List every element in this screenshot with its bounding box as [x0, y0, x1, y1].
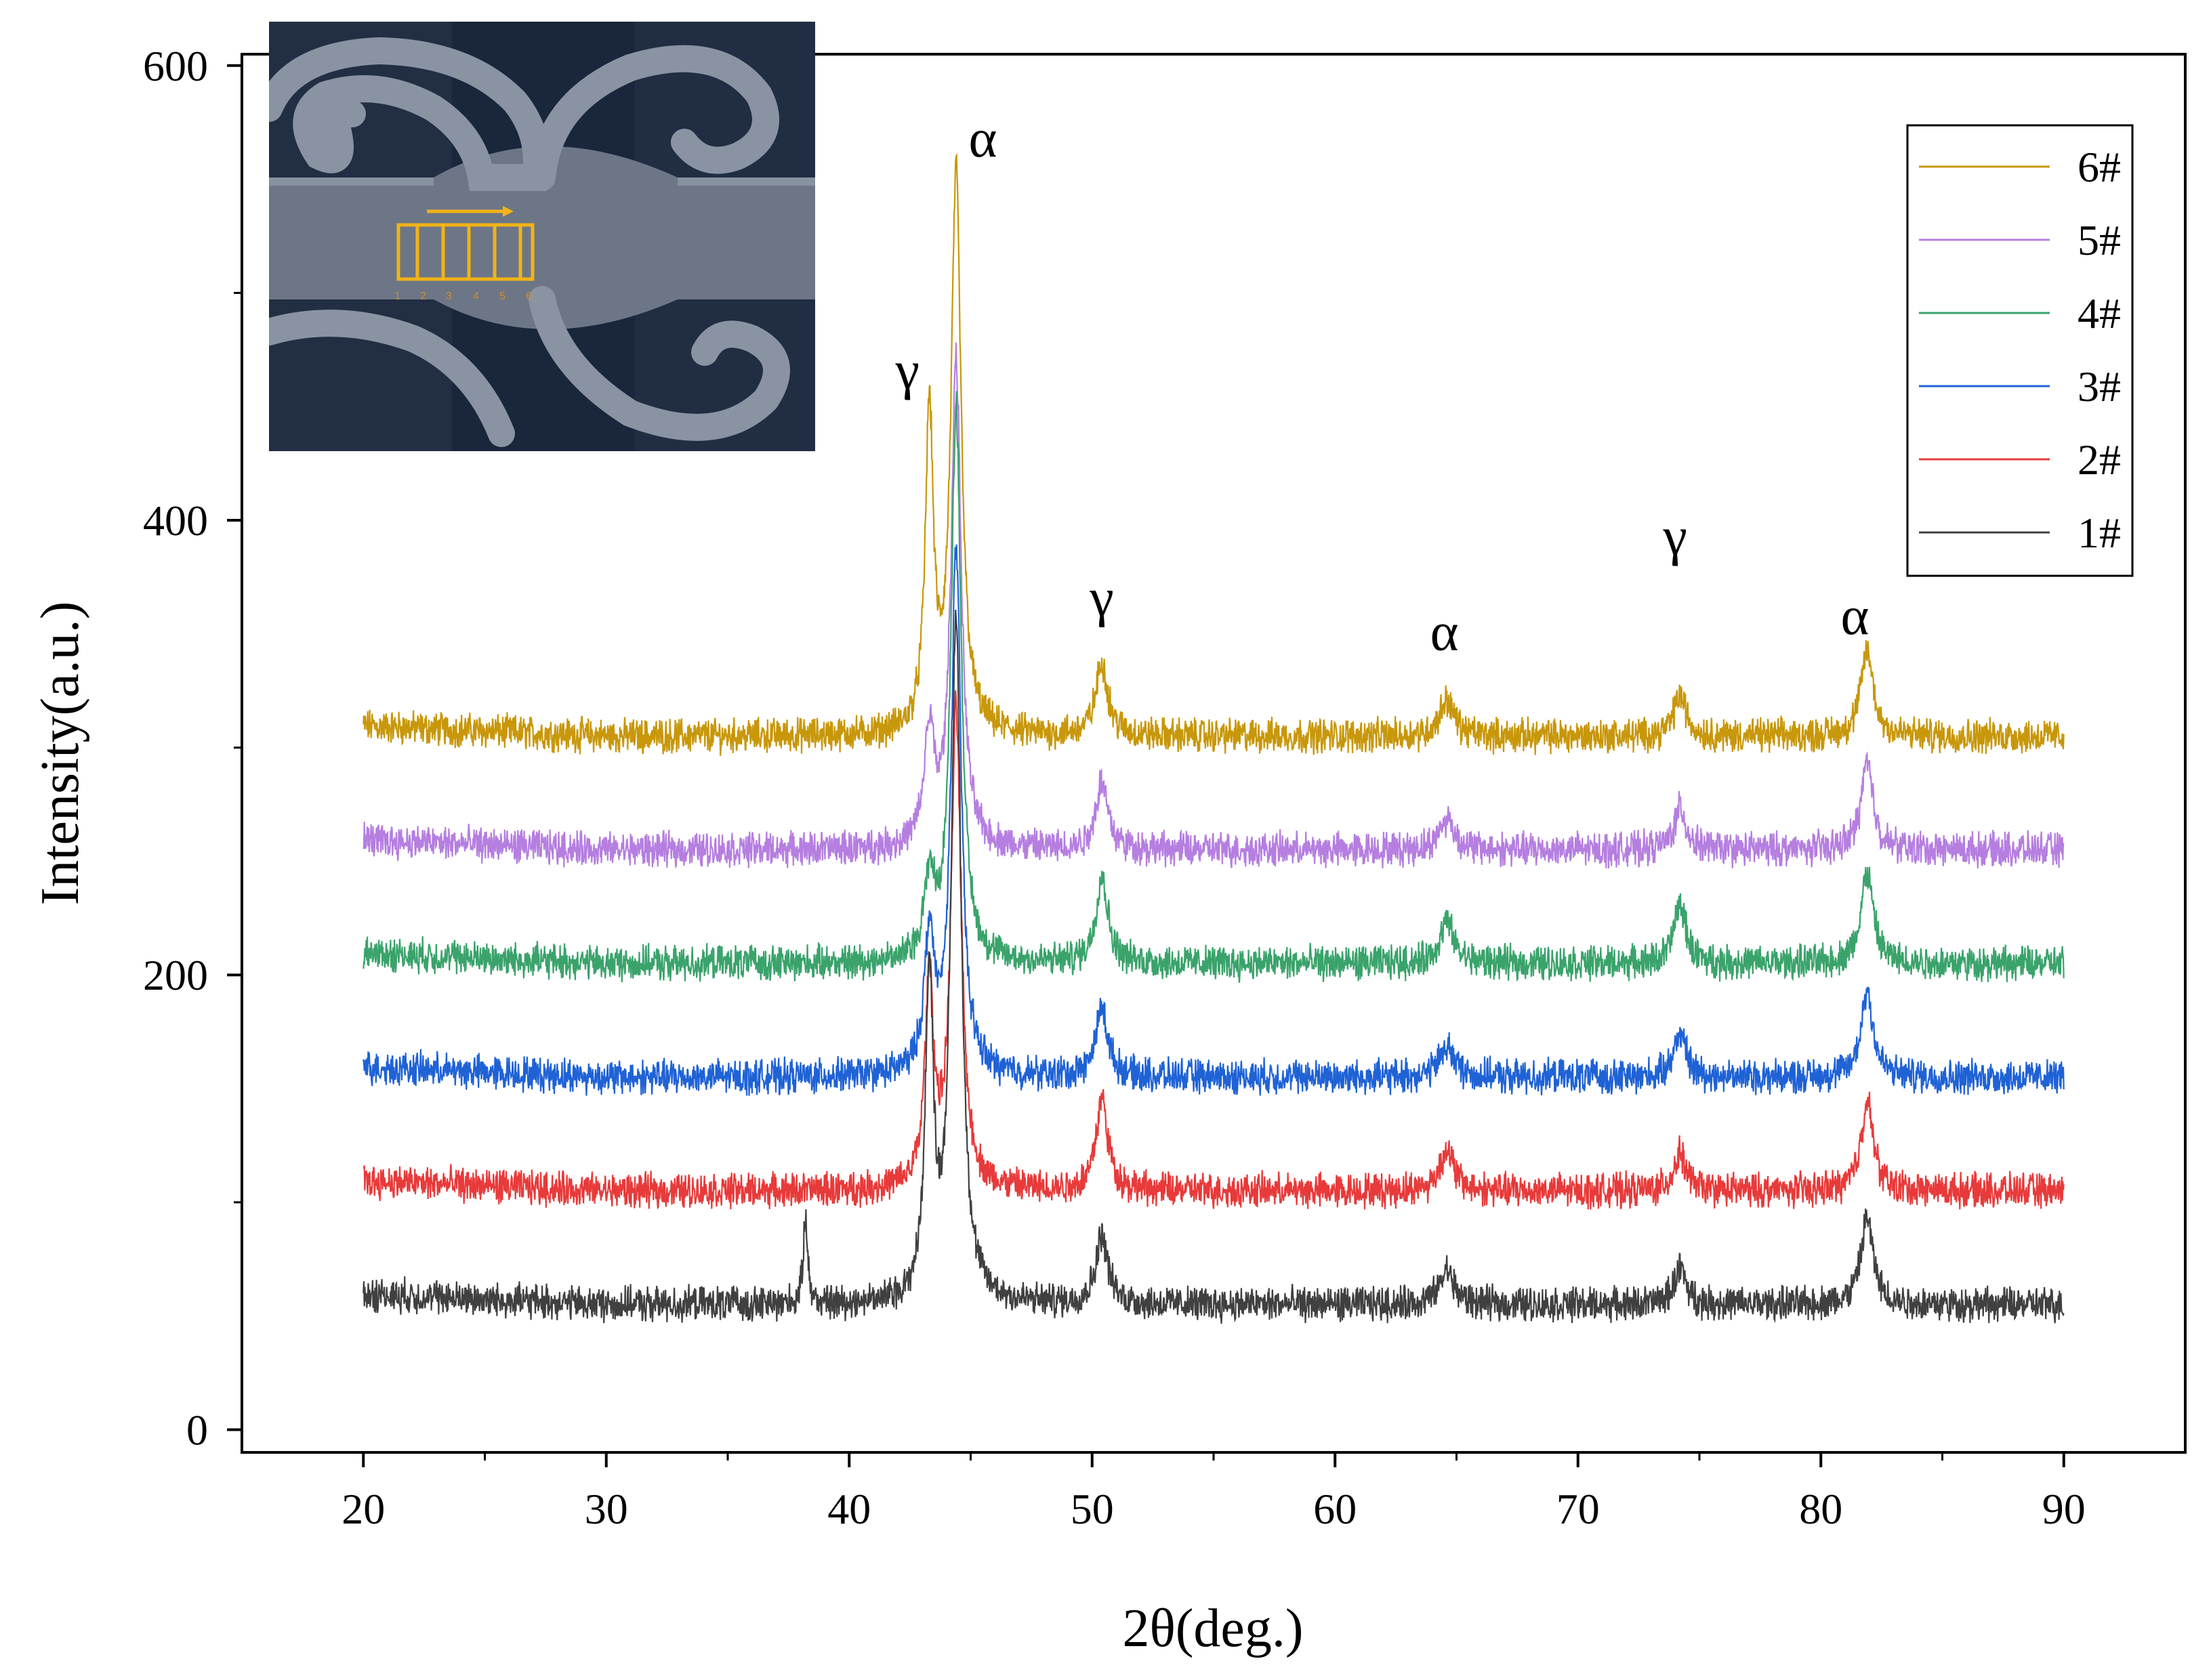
series-line-3: [363, 544, 2065, 1096]
inset-number: 6: [526, 291, 532, 302]
x-tick-label: 20: [342, 1485, 385, 1533]
x-tick-label: 80: [1799, 1485, 1842, 1533]
y-tick-label: 200: [143, 951, 208, 999]
series-line-6: [363, 153, 2065, 756]
inset-measurement-grid: [396, 206, 535, 281]
y-axis-title: Intensity(a.u.): [30, 602, 90, 906]
y-tick-label: 400: [143, 497, 208, 545]
inset-number: 4: [473, 291, 479, 302]
series-group: [363, 153, 2065, 1324]
peak-label-gamma: γ: [895, 341, 919, 400]
x-tick-label: 40: [827, 1485, 871, 1533]
peak-label-gamma: γ: [1089, 568, 1113, 628]
x-tick-label: 30: [585, 1485, 628, 1533]
legend-label: 2#: [2078, 436, 2121, 484]
y-tick-label: 600: [143, 42, 208, 90]
legend-label: 3#: [2078, 362, 2121, 411]
x-axis-title: 2θ(deg.): [1122, 1599, 1303, 1658]
peak-labels: γ α γ α γ α: [895, 109, 1869, 662]
y-tick-label: 0: [186, 1406, 208, 1454]
legend-label: 5#: [2078, 216, 2121, 264]
x-tick-label: 90: [2042, 1485, 2086, 1533]
x-tick-label: 60: [1313, 1485, 1357, 1533]
series-line-1: [363, 610, 2065, 1324]
peak-label-alpha: α: [1840, 587, 1869, 646]
x-tick-label: 50: [1071, 1485, 1114, 1533]
ticks-group: 20 30 40 50 60 70 80 90 0 200 400 600: [143, 42, 2086, 1533]
inset-number: 3: [446, 291, 452, 302]
legend-box: [1906, 124, 2134, 577]
legend: 6# 5# 4# 3# 2# 1#: [1906, 124, 2134, 577]
legend-label: 6#: [2078, 143, 2121, 191]
legend-label: 1#: [2078, 509, 2121, 557]
inset-number: 2: [420, 291, 426, 302]
peak-label-alpha: α: [1430, 602, 1459, 662]
x-tick-label: 70: [1556, 1485, 1600, 1533]
inset-micrograph: 1 2 3 4 5 6: [269, 22, 815, 451]
inset-number: 1: [394, 291, 400, 302]
series-line-5: [363, 342, 2065, 869]
legend-label: 4#: [2078, 289, 2121, 337]
series-line-4: [363, 391, 2065, 983]
series-line-2: [363, 690, 2065, 1210]
peak-label-gamma: γ: [1662, 507, 1687, 566]
inset-numbers: 1 2 3 4 5 6: [394, 291, 532, 302]
peak-label-alpha: α: [968, 109, 997, 169]
inset-number: 5: [499, 291, 505, 302]
